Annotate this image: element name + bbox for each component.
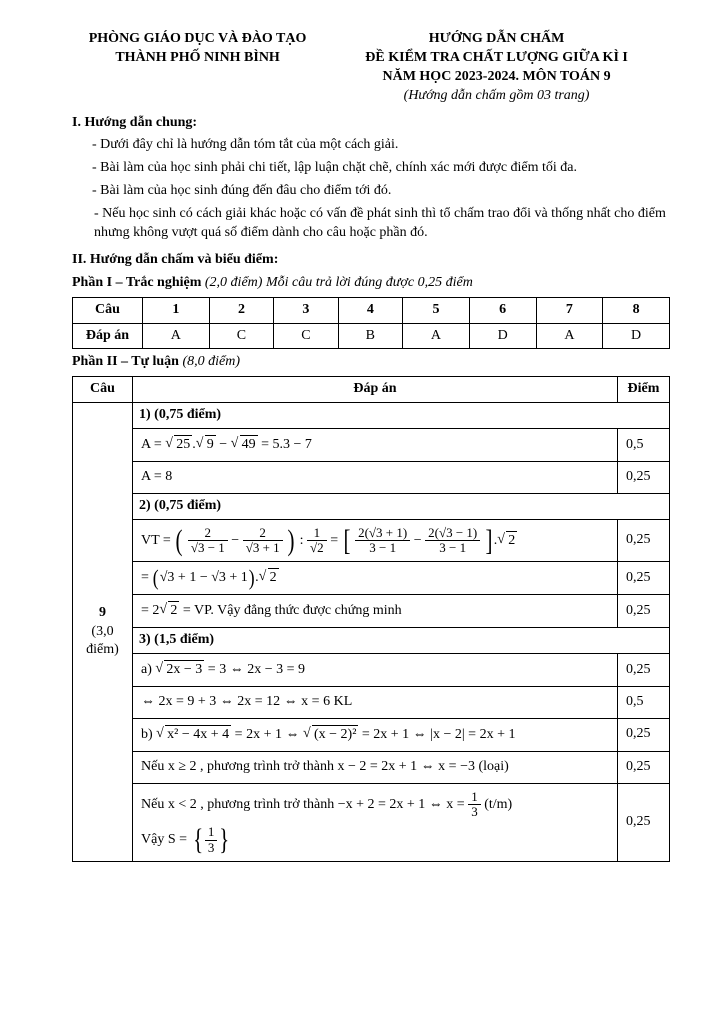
q9-s3-l5a: Nếu x < 2 , phương trình trở thành −x + … bbox=[141, 797, 468, 812]
q9-s3-head: 3) (1,5 điểm) bbox=[133, 628, 670, 654]
header-right: HƯỚNG DẪN CHẤM ĐỀ KIỂM TRA CHẤT LƯỢNG GI… bbox=[323, 30, 670, 106]
q9-s3-l2-row: ⇔ 2x = 9 + 3 ⇔ 2x = 12 ⇔ x = 6 KL 0,5 bbox=[73, 686, 670, 718]
mc-label-a: Đáp án bbox=[73, 323, 143, 349]
title-2: ĐỀ KIỂM TRA CHẤT LƯỢNG GIỮA KÌ I bbox=[323, 49, 670, 68]
mc-a-2: C bbox=[209, 323, 273, 349]
org-line-2: THÀNH PHỐ NINH BÌNH bbox=[72, 49, 323, 68]
guide-b4: - Nếu học sinh có cách giải khác hoặc có… bbox=[94, 205, 670, 243]
mc-a-5: A bbox=[403, 323, 470, 349]
ans-h1: Câu bbox=[73, 377, 133, 403]
mc-a-6: D bbox=[469, 323, 536, 349]
q9-s1-head-row: 9 (3,0 điểm) 1) (0,75 điểm) bbox=[73, 403, 670, 429]
q9-s3-l3-row: b) x² − 4x + 4 = 2x + 1 ⇔ (x − 2)² = 2x … bbox=[73, 718, 670, 751]
org-line-1: PHÒNG GIÁO DỤC VÀ ĐÀO TẠO bbox=[72, 30, 323, 49]
q9-s3-head-row: 3) (1,5 điểm) bbox=[73, 628, 670, 654]
q9-s3-l2: ⇔ 2x = 9 + 3 ⇔ 2x = 12 ⇔ x = 6 KL bbox=[133, 686, 618, 718]
mc-table: Câu 1 2 3 4 5 6 7 8 Đáp án A C C B A D A… bbox=[72, 297, 670, 350]
title-sub: (Hướng dẫn chấm gồm 03 trang) bbox=[323, 87, 670, 106]
q9-s3-l4: Nếu x ≥ 2 , phương trình trở thành x − 2… bbox=[133, 751, 618, 783]
q9-s1-l2: A = 8 bbox=[133, 462, 618, 494]
ans-h2: Đáp án bbox=[133, 377, 618, 403]
mc-q-7: 7 bbox=[536, 297, 603, 323]
q9-s3-p2: 0,5 bbox=[618, 686, 670, 718]
q9-s2-head: 2) (0,75 điểm) bbox=[133, 493, 670, 519]
part1-c: Mỗi câu trả lời đúng được 0,25 điểm bbox=[262, 275, 472, 290]
title-1: HƯỚNG DẪN CHẤM bbox=[323, 30, 670, 49]
q9-s3-l5b: (t/m) bbox=[484, 797, 512, 812]
title-3: NĂM HỌC 2023-2024. MÔN TOÁN 9 bbox=[323, 68, 670, 87]
section1-title: I. Hướng dẫn chung: bbox=[72, 114, 670, 133]
q9-s2-l3-row: = 22 = VP. Vậy đẳng thức được chứng minh… bbox=[73, 595, 670, 628]
mc-label-q: Câu bbox=[73, 297, 143, 323]
header-left: PHÒNG GIÁO DỤC VÀ ĐÀO TẠO THÀNH PHỐ NINH… bbox=[72, 30, 323, 106]
q9-s1-l2-row: A = 8 0,25 bbox=[73, 462, 670, 494]
mc-q-5: 5 bbox=[403, 297, 470, 323]
mc-a-8: D bbox=[603, 323, 670, 349]
q9-s3-p4: 0,25 bbox=[618, 751, 670, 783]
q9-s2-l3: = 22 = VP. Vậy đẳng thức được chứng minh bbox=[133, 595, 618, 628]
ans-header-row: Câu Đáp án Điểm bbox=[73, 377, 670, 403]
mc-row-q: Câu 1 2 3 4 5 6 7 8 bbox=[73, 297, 670, 323]
mc-a-3: C bbox=[274, 323, 338, 349]
q9-s2-p1: 0,25 bbox=[618, 519, 670, 562]
mc-q-6: 6 bbox=[469, 297, 536, 323]
section2-title: II. Hướng dẫn chấm và biểu điểm: bbox=[72, 251, 670, 270]
q9-s1-l1: A = 25.9 − 49 = 5.3 − 7 bbox=[133, 429, 618, 462]
mc-q-4: 4 bbox=[338, 297, 402, 323]
mc-a-4: B bbox=[338, 323, 402, 349]
q9-s2-l2: = (√3 + 1 − √3 + 1).2 bbox=[133, 562, 618, 595]
q9-s2-head-row: 2) (0,75 điểm) bbox=[73, 493, 670, 519]
mc-q-1: 1 bbox=[143, 297, 210, 323]
guide-b3: - Bài làm của học sinh đúng đến đâu cho … bbox=[100, 182, 670, 201]
guide-b1: - Dưới đây chỉ là hướng dẫn tóm tắt của … bbox=[100, 136, 670, 155]
guide-b2: - Bài làm của học sinh phải chi tiết, lậ… bbox=[100, 159, 670, 178]
q9-s1-head: 1) (0,75 điểm) bbox=[133, 403, 670, 429]
q9-s3-l4-row: Nếu x ≥ 2 , phương trình trở thành x − 2… bbox=[73, 751, 670, 783]
part2-b: (8,0 điểm) bbox=[182, 354, 240, 369]
mc-q-3: 3 bbox=[274, 297, 338, 323]
q9-s3-l3: b) x² − 4x + 4 = 2x + 1 ⇔ (x − 2)² = 2x … bbox=[133, 718, 618, 751]
q9-s3-l1-row: a) 2x − 3 = 3 ⇔ 2x − 3 = 9 0,25 bbox=[73, 654, 670, 687]
q9-s2-l1-row: VT = ( 2√3 − 1 − 2√3 + 1 ) : 1√2 = [ 2(√… bbox=[73, 519, 670, 562]
part2-head: Phần II – Tự luận (8,0 điểm) bbox=[72, 353, 670, 372]
mc-q-2: 2 bbox=[209, 297, 273, 323]
q9-label: 9 (3,0 điểm) bbox=[73, 403, 133, 862]
mc-a-7: A bbox=[536, 323, 603, 349]
q9-s3-l1: a) 2x − 3 = 3 ⇔ 2x − 3 = 9 bbox=[133, 654, 618, 687]
q9-s2-l2-row: = (√3 + 1 − √3 + 1).2 0,25 bbox=[73, 562, 670, 595]
q9-s1-p2: 0,25 bbox=[618, 462, 670, 494]
q9-s2-l1: VT = ( 2√3 − 1 − 2√3 + 1 ) : 1√2 = [ 2(√… bbox=[133, 519, 618, 562]
q9-pts: (3,0 điểm) bbox=[79, 623, 126, 661]
q9-s3-p3: 0,25 bbox=[618, 718, 670, 751]
mc-q-8: 8 bbox=[603, 297, 670, 323]
ans-h3: Điểm bbox=[618, 377, 670, 403]
document-page: PHÒNG GIÁO DỤC VÀ ĐÀO TẠO THÀNH PHỐ NINH… bbox=[0, 0, 714, 1010]
q9-s3-l5c: Vậy S = bbox=[141, 832, 191, 847]
q9-s1-p1: 0,5 bbox=[618, 429, 670, 462]
q9-s3-l5: Nếu x < 2 , phương trình trở thành −x + … bbox=[133, 783, 618, 861]
q9-s2-p2: 0,25 bbox=[618, 562, 670, 595]
q9-s3-p5: 0,25 bbox=[618, 783, 670, 861]
mc-a-1: A bbox=[143, 323, 210, 349]
part2-a: Phần II – Tự luận bbox=[72, 354, 182, 369]
part1-head: Phần I – Trắc nghiệm (2,0 điểm) Mỗi câu … bbox=[72, 274, 670, 293]
q9-s2-p3: 0,25 bbox=[618, 595, 670, 628]
answer-table: Câu Đáp án Điểm 9 (3,0 điểm) 1) (0,75 đi… bbox=[72, 376, 670, 861]
page-header: PHÒNG GIÁO DỤC VÀ ĐÀO TẠO THÀNH PHỐ NINH… bbox=[72, 30, 670, 106]
q9-s1-l1-row: A = 25.9 − 49 = 5.3 − 7 0,5 bbox=[73, 429, 670, 462]
q9-s3-p1: 0,25 bbox=[618, 654, 670, 687]
mc-row-a: Đáp án A C C B A D A D bbox=[73, 323, 670, 349]
q9-number: 9 bbox=[79, 604, 126, 623]
q9-s3-l5-row: Nếu x < 2 , phương trình trở thành −x + … bbox=[73, 783, 670, 861]
part1-a: Phần I – Trắc nghiệm bbox=[72, 275, 205, 290]
part1-b: (2,0 điểm) bbox=[205, 275, 263, 290]
